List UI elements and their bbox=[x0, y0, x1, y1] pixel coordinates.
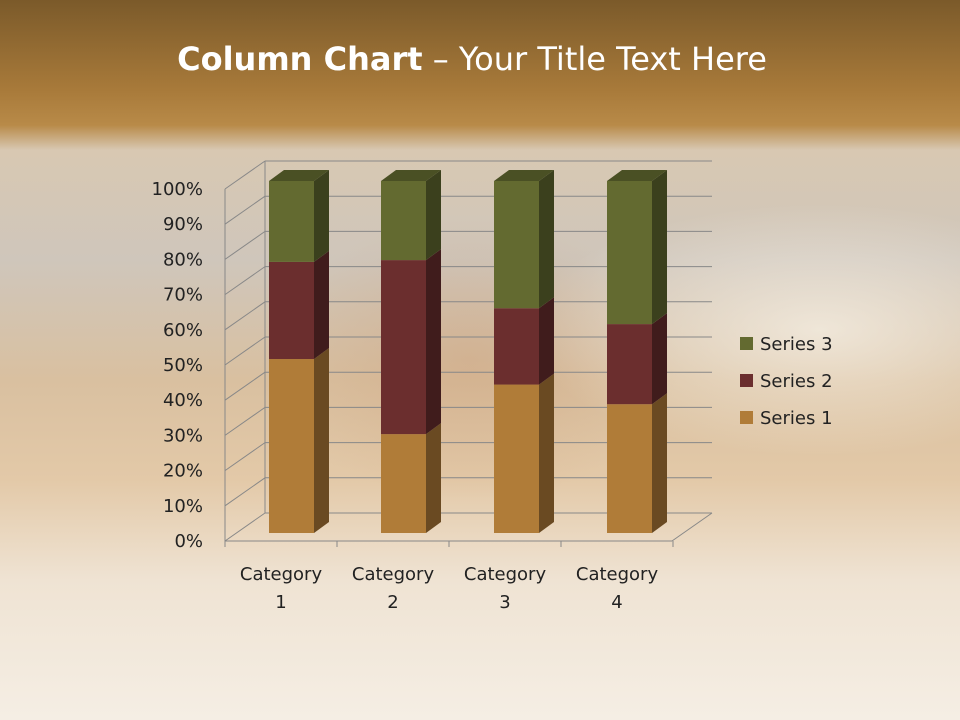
bar-4-series-3 bbox=[607, 181, 652, 325]
y-tick-label: 70% bbox=[163, 285, 203, 306]
floor-edge bbox=[671, 512, 713, 542]
y-tick-label: 40% bbox=[163, 390, 203, 411]
bar-side-4-series-1 bbox=[652, 393, 667, 533]
gridline-side bbox=[224, 371, 266, 401]
bar-side-4-series-3 bbox=[652, 170, 667, 325]
legend-swatch bbox=[740, 411, 753, 424]
bar-side-4-series-2 bbox=[652, 313, 667, 405]
bar-3-series-1 bbox=[494, 384, 539, 533]
bar-top-3 bbox=[494, 170, 554, 181]
y-tick-label: 30% bbox=[163, 425, 203, 446]
bar-1-series-2 bbox=[269, 261, 314, 360]
gridline-side bbox=[224, 442, 266, 472]
bar-4-series-1 bbox=[607, 404, 652, 533]
bar-side-2-series-2 bbox=[426, 249, 441, 435]
bar-side-1-series-2 bbox=[314, 250, 329, 360]
gridline-side bbox=[224, 230, 266, 260]
legend-label: Series 2 bbox=[760, 371, 833, 392]
x-tick-label: Category bbox=[576, 564, 659, 585]
bar-top-2 bbox=[381, 170, 441, 181]
legend-swatch bbox=[740, 337, 753, 350]
bar-side-3-series-3 bbox=[539, 170, 554, 309]
bar-1-series-3 bbox=[269, 181, 314, 262]
gridline-side bbox=[224, 266, 266, 296]
bar-side-3-series-1 bbox=[539, 373, 554, 533]
y-tick-label: 90% bbox=[163, 214, 203, 235]
bar-side-2-series-3 bbox=[426, 170, 441, 261]
bar-4-series-2 bbox=[607, 324, 652, 405]
slide-title: Column Chart – Your Title Text Here bbox=[177, 40, 767, 78]
bar-1-series-1 bbox=[269, 359, 314, 533]
bar-3-series-3 bbox=[494, 181, 539, 309]
legend-swatch bbox=[740, 374, 753, 387]
y-tick-label: 80% bbox=[163, 249, 203, 270]
bar-2-series-2 bbox=[381, 260, 426, 435]
bar-side-2-series-1 bbox=[426, 423, 441, 533]
x-tick-label: Category bbox=[352, 564, 435, 585]
legend-label: Series 3 bbox=[760, 334, 833, 355]
x-tick-label: 2 bbox=[387, 592, 398, 613]
gridline-side bbox=[224, 477, 266, 507]
gridline-side bbox=[224, 160, 266, 190]
bar-3-series-2 bbox=[494, 308, 539, 385]
x-tick-label: 1 bbox=[275, 592, 286, 613]
x-tick-label: Category bbox=[464, 564, 547, 585]
bar-side-1-series-1 bbox=[314, 348, 329, 533]
y-tick-label: 100% bbox=[152, 179, 203, 200]
legend-label: Series 1 bbox=[760, 408, 833, 429]
bar-2-series-1 bbox=[381, 434, 426, 533]
bar-top-1 bbox=[269, 170, 329, 181]
y-tick-label: 20% bbox=[163, 461, 203, 482]
gridline-side bbox=[224, 512, 266, 542]
gridline-side bbox=[224, 195, 266, 225]
y-tick-label: 10% bbox=[163, 496, 203, 517]
x-tick-label: Category bbox=[240, 564, 323, 585]
bar-side-1-series-3 bbox=[314, 170, 329, 262]
gridline-side bbox=[224, 406, 266, 436]
x-tick-label: 3 bbox=[499, 592, 510, 613]
gridline-side bbox=[224, 301, 266, 331]
bar-2-series-3 bbox=[381, 181, 426, 261]
y-tick-label: 0% bbox=[174, 531, 203, 552]
gridline-side bbox=[224, 336, 266, 366]
y-tick-label: 50% bbox=[163, 355, 203, 376]
bar-top-4 bbox=[607, 170, 667, 181]
bar-side-3-series-2 bbox=[539, 297, 554, 385]
y-tick-label: 60% bbox=[163, 320, 203, 341]
x-tick-label: 4 bbox=[611, 592, 622, 613]
